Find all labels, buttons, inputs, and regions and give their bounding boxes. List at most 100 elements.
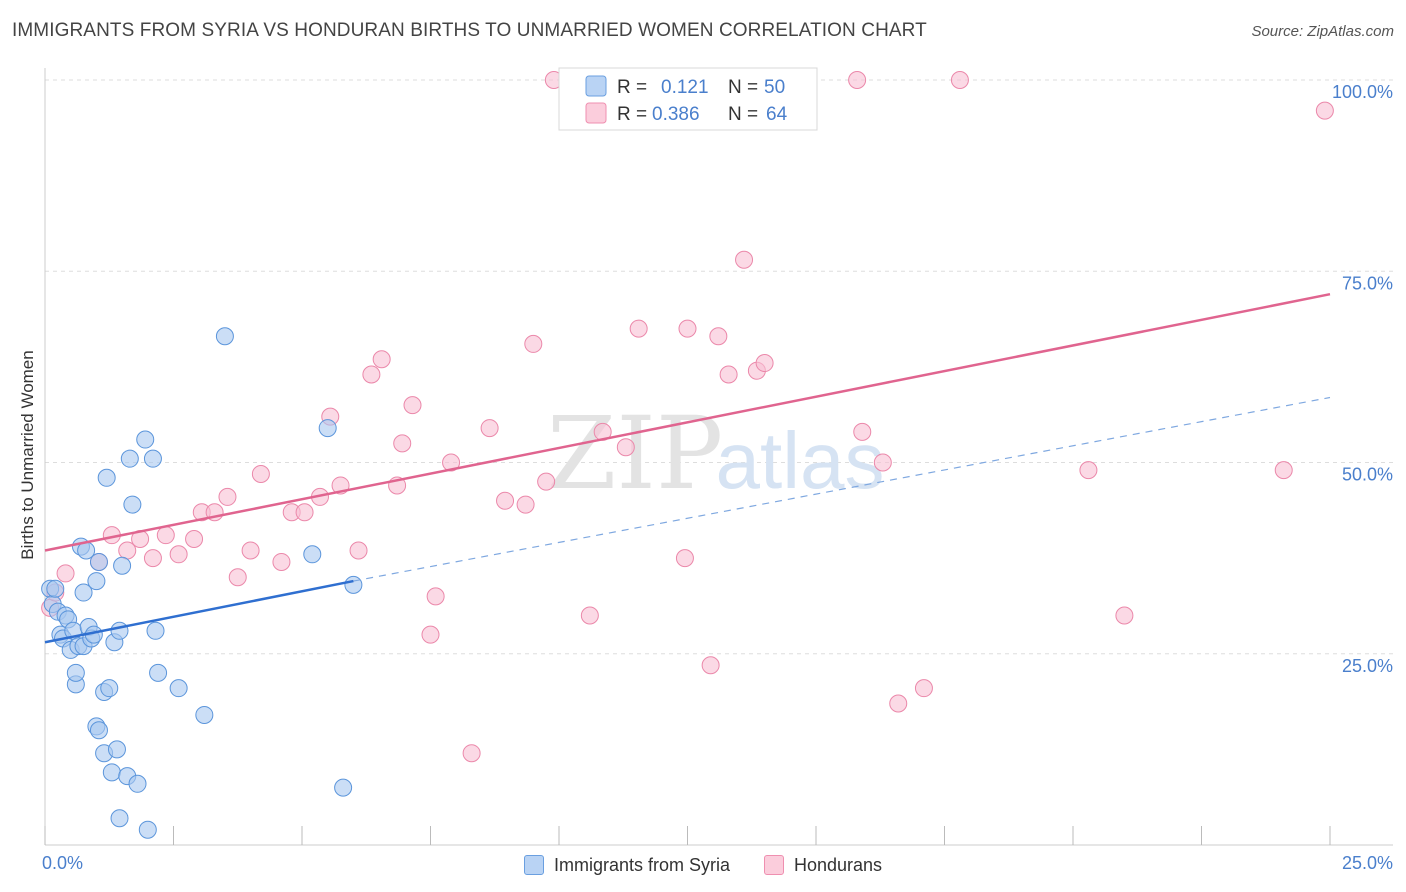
- y-axis-label: Births to Unmarried Women: [18, 350, 37, 559]
- hondurans-trendline: [44, 292, 1331, 552]
- y-tick-label: 25.0%: [1342, 656, 1393, 676]
- bottom-legend-swatch-hondurans: [763, 855, 784, 875]
- bottom-legend-item-syria: Immigrants from Syria: [523, 854, 730, 876]
- hondurans-point: [442, 453, 461, 472]
- syria-point: [215, 327, 234, 346]
- bottom-legend-swatch-syria: [523, 855, 544, 875]
- hondurans-point: [755, 354, 774, 373]
- hondurans-point: [678, 319, 697, 338]
- hondurans-point: [701, 656, 720, 675]
- legend-n-label-syria: N =: [728, 77, 758, 98]
- syria-point: [195, 705, 214, 724]
- hondurans-point: [156, 526, 175, 545]
- syria-point: [169, 679, 188, 698]
- hondurans-point: [1079, 461, 1098, 480]
- legend-r-label-syria: R =: [617, 77, 647, 98]
- syria-point: [102, 763, 121, 782]
- legend-r-value-syria: 0.121: [661, 77, 709, 98]
- hondurans-point: [889, 694, 908, 713]
- hondurans-point: [480, 419, 499, 438]
- syria-point: [123, 495, 142, 514]
- hondurans-point: [272, 552, 291, 571]
- syria-point: [138, 820, 157, 839]
- syria-trendline-extension: [353, 396, 1331, 582]
- syria-point: [74, 583, 93, 602]
- y-tick-label: 75.0%: [1342, 273, 1393, 293]
- hondurans-point: [848, 71, 867, 89]
- hondurans-point: [421, 625, 440, 644]
- hondurans-point: [403, 396, 422, 415]
- legend-box: R = 0.121 N = 50 R = 0.386 N = 64: [558, 67, 818, 131]
- legend-n-label-hondurans: N =: [728, 104, 758, 125]
- syria-trendline: [44, 579, 354, 644]
- hondurans-point: [950, 71, 969, 89]
- series-hondurans-points: [41, 71, 1334, 763]
- hondurans-point: [362, 365, 381, 384]
- legend-blue-swatch: [585, 75, 607, 97]
- watermark-zip: ZIP: [547, 395, 723, 512]
- syria-point: [344, 575, 363, 594]
- bottom-legend-item-hondurans: Hondurans: [763, 854, 883, 876]
- hondurans-point: [709, 327, 728, 346]
- legend-pink-swatch: [585, 102, 607, 124]
- gridlines: [45, 79, 1393, 655]
- syria-point: [146, 621, 165, 640]
- syria-point: [89, 552, 108, 571]
- syria-point: [100, 679, 119, 698]
- hondurans-point: [719, 365, 738, 384]
- source-label: Source: ZipAtlas.com: [1251, 23, 1394, 40]
- hondurans-point: [393, 434, 412, 453]
- hondurans-point: [537, 472, 556, 491]
- syria-point: [334, 778, 353, 797]
- bottom-legend-label-hondurans: Hondurans: [793, 854, 883, 875]
- hondurans-point: [914, 679, 933, 698]
- hondurans-point: [1315, 101, 1334, 120]
- x-tick-label: 0.0%: [42, 853, 83, 873]
- hondurans-point: [580, 606, 599, 625]
- hondurans-point: [1274, 461, 1293, 480]
- hondurans-point: [56, 564, 75, 583]
- y-tick-labels: 25.0% 50.0% 75.0% 100.0%: [1332, 82, 1393, 676]
- syria-point: [149, 663, 168, 682]
- legend-r-label-hondurans: R =: [617, 104, 647, 125]
- hondurans-point: [372, 350, 391, 369]
- syria-point: [303, 545, 322, 564]
- syria-point: [89, 721, 108, 740]
- legend-n-value-hondurans: 64: [766, 104, 788, 125]
- hondurans-point: [735, 250, 754, 269]
- hondurans-point: [218, 487, 237, 506]
- bottom-legend: Immigrants from Syria Hondurans: [0, 852, 1406, 878]
- series-syria-points: [41, 327, 363, 839]
- hondurans-point: [241, 541, 260, 560]
- syria-point: [46, 579, 65, 598]
- syria-point: [87, 572, 106, 591]
- hondurans-point: [349, 541, 368, 560]
- hondurans-point: [496, 491, 515, 510]
- axes: [44, 68, 1393, 846]
- y-tick-label: 100.0%: [1332, 82, 1393, 102]
- x-tick-labels: 0.0% 25.0%: [42, 853, 1393, 873]
- syria-point: [107, 740, 126, 759]
- hondurans-point: [185, 530, 204, 548]
- syria-point: [110, 809, 129, 828]
- y-tick-label: 50.0%: [1342, 465, 1393, 485]
- hondurans-point: [853, 422, 872, 441]
- bottom-legend-label-syria: Immigrants from Syria: [553, 854, 730, 875]
- hondurans-point: [675, 549, 694, 568]
- legend-n-value-syria: 50: [764, 77, 785, 98]
- hondurans-point: [295, 503, 314, 522]
- hondurans-point: [516, 495, 535, 514]
- hondurans-point: [169, 545, 188, 564]
- hondurans-point: [873, 453, 892, 472]
- hondurans-point: [462, 744, 481, 763]
- syria-point: [113, 556, 132, 575]
- x-tick-label: 25.0%: [1342, 853, 1393, 873]
- chart-title: IMMIGRANTS FROM SYRIA VS HONDURAN BIRTHS…: [12, 20, 927, 41]
- syria-point: [66, 663, 85, 682]
- hondurans-point: [143, 549, 162, 568]
- hondurans-point: [251, 464, 270, 483]
- syria-point: [110, 621, 129, 640]
- hondurans-point: [629, 319, 648, 338]
- hondurans-point: [616, 438, 635, 457]
